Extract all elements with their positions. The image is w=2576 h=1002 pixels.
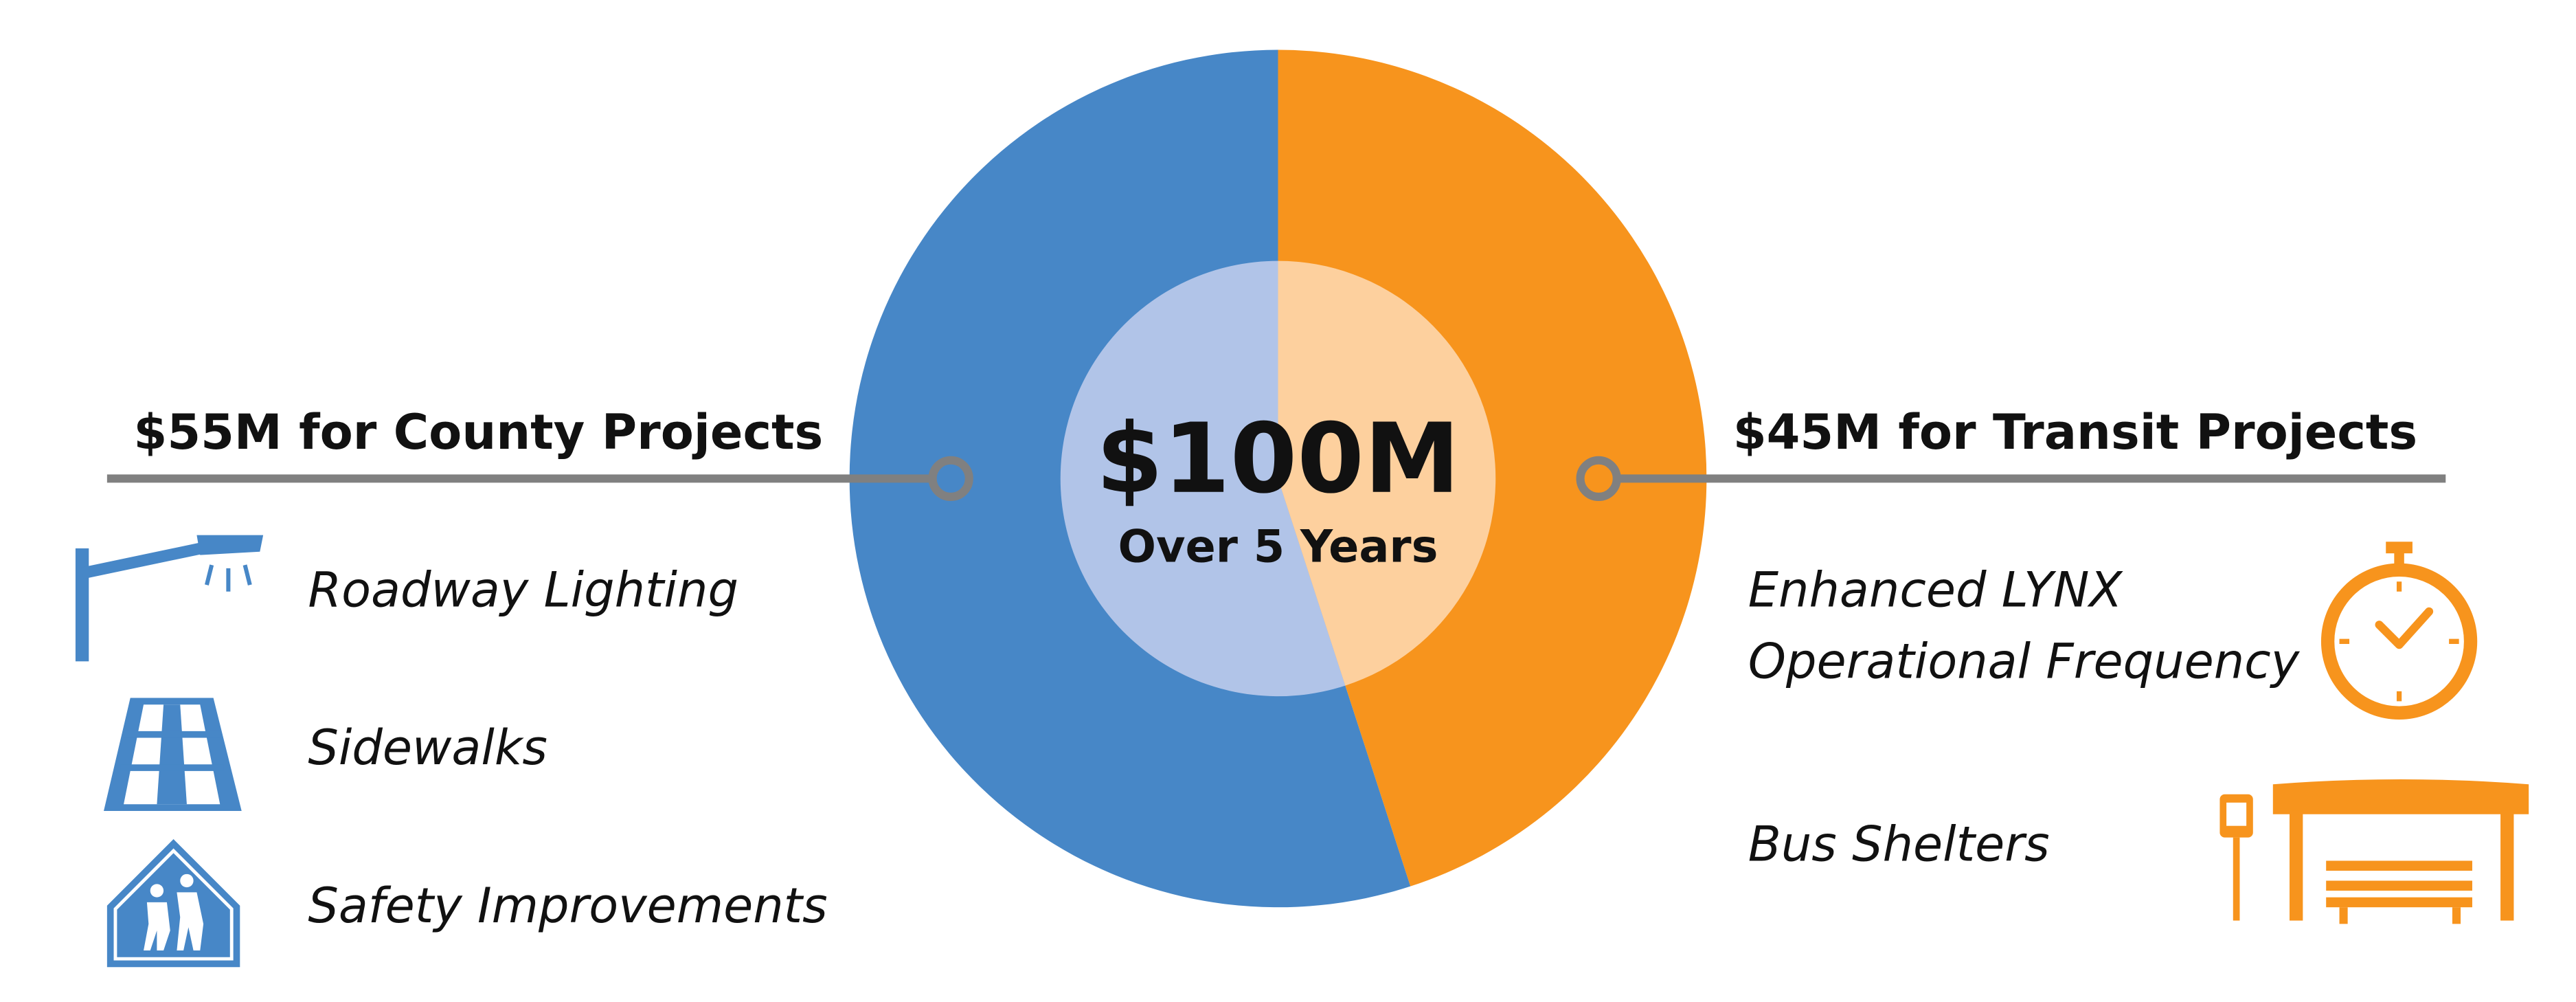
- pie-inner-slice: [1060, 260, 1346, 697]
- connector-dot: [1576, 456, 1621, 501]
- item: Safety Improvements: [308, 878, 827, 934]
- school-sign-icon: [106, 839, 240, 968]
- pie-inner-slice: [1278, 260, 1496, 686]
- pie: [849, 49, 1707, 908]
- center-title: $100M: [1096, 403, 1460, 515]
- streetlight-icon: [75, 535, 264, 662]
- item: Operational Frequency: [1748, 634, 2301, 690]
- right-label: $45M for Transit Projects: [1733, 404, 2417, 460]
- bus-shelter-icon: [2219, 779, 2529, 924]
- stopwatch-icon: [2320, 542, 2478, 720]
- item: Roadway Lighting: [308, 562, 738, 619]
- item: Sidewalks: [308, 720, 547, 776]
- sidewalk-icon: [104, 698, 242, 811]
- center-subtitle: Over 5 Years: [1118, 520, 1438, 572]
- connector-dot: [928, 456, 973, 501]
- item: Bus Shelters: [1748, 816, 2050, 872]
- left-label: $55M for County Projects: [134, 404, 824, 460]
- item: Enhanced LYNX: [1748, 562, 2124, 619]
